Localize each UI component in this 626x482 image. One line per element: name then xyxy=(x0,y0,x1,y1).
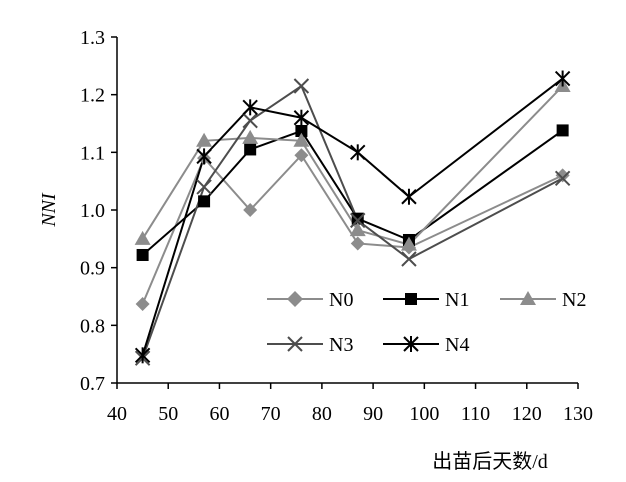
data-point-n4 xyxy=(242,99,258,116)
data-point-n1 xyxy=(136,248,149,261)
marker-stroke xyxy=(196,179,212,195)
marker-stroke xyxy=(293,78,310,94)
data-point-n0 xyxy=(555,168,570,183)
series-line-n0 xyxy=(141,153,564,305)
legend: N0 N1 N2 N3 N4 xyxy=(267,289,586,356)
data-point-n0 xyxy=(350,236,365,251)
data-point-n4 xyxy=(350,144,366,161)
legend-marker xyxy=(287,291,303,307)
marker-stroke xyxy=(350,212,366,229)
data-point-n3 xyxy=(242,112,258,129)
data-point-n0 xyxy=(294,148,309,163)
legend-item-n0: N0 xyxy=(267,289,353,311)
data-point-n4 xyxy=(293,109,310,126)
data-point-n2 xyxy=(242,129,259,144)
x-tick-label: 50 xyxy=(158,403,178,425)
marker-stroke xyxy=(242,112,258,129)
data-point-n1 xyxy=(244,143,257,156)
data-point-n2 xyxy=(293,132,310,147)
x-tick-label: 110 xyxy=(461,403,490,425)
y-tick-label: 0.7 xyxy=(80,373,105,395)
legend-item-n3: N3 xyxy=(267,334,353,356)
legend-item-n2: N2 xyxy=(500,289,586,311)
legend-label: N2 xyxy=(562,289,586,311)
x-tick-label: 120 xyxy=(512,403,542,425)
x-tick-label: 100 xyxy=(409,403,439,425)
legend-label: N0 xyxy=(329,289,353,311)
marker-stroke xyxy=(401,251,417,267)
data-point-n1 xyxy=(556,124,569,137)
data-point-n1 xyxy=(295,124,308,137)
x-tick-label: 70 xyxy=(261,403,281,425)
legend-label: N1 xyxy=(445,289,469,311)
marker-stroke xyxy=(287,336,303,352)
x-tick-label: 60 xyxy=(209,403,229,425)
legend-marker xyxy=(403,336,419,352)
data-point-n1 xyxy=(198,195,211,208)
y-tick-label: 0.9 xyxy=(80,258,105,280)
x-tick-label: 80 xyxy=(312,403,332,425)
data-point-n1 xyxy=(351,212,364,225)
y-tick-label: 1.0 xyxy=(80,200,105,222)
data-point-n2 xyxy=(196,132,213,147)
y-axis-title: NNI xyxy=(38,192,60,228)
y-tick-label: 1.2 xyxy=(80,85,105,107)
data-point-n4 xyxy=(554,70,571,87)
x-tick-label: 90 xyxy=(363,403,383,425)
data-point-n4 xyxy=(401,188,417,205)
data-point-n4 xyxy=(196,148,212,165)
legend-label: N4 xyxy=(445,334,469,356)
legend-item-n4: N4 xyxy=(383,334,469,356)
data-point-n3 xyxy=(350,212,366,229)
series-markers xyxy=(134,70,571,366)
legend-item-n1: N1 xyxy=(383,289,469,311)
legend-marker xyxy=(287,336,303,352)
data-point-n3 xyxy=(554,170,571,186)
data-point-n2 xyxy=(134,230,151,245)
data-point-n3 xyxy=(196,179,212,195)
y-tick-label: 0.8 xyxy=(80,315,105,337)
y-tick-label: 1.1 xyxy=(80,142,105,164)
x-tick-label: 40 xyxy=(107,403,127,425)
legend-label: N3 xyxy=(329,334,353,356)
y-tick-label: 1.3 xyxy=(80,27,105,49)
data-point-n3 xyxy=(401,251,417,267)
legend-marker xyxy=(520,291,536,305)
axes: 0.7 0.8 0.9 1.0 1.1 1.2 1.3 40 50 60 70 80 90 100 110 1… xyxy=(80,27,593,425)
x-axis-title: 出苗后天数/d xyxy=(432,450,548,473)
data-point-n0 xyxy=(135,296,150,311)
data-point-n3 xyxy=(293,78,310,94)
data-point-n4 xyxy=(134,347,151,364)
data-point-n0 xyxy=(243,203,258,217)
data-point-n2 xyxy=(349,222,366,237)
x-tick-label: 130 xyxy=(563,403,593,425)
data-point-n2 xyxy=(400,236,417,251)
marker-stroke xyxy=(554,170,571,186)
legend-marker xyxy=(405,293,417,305)
